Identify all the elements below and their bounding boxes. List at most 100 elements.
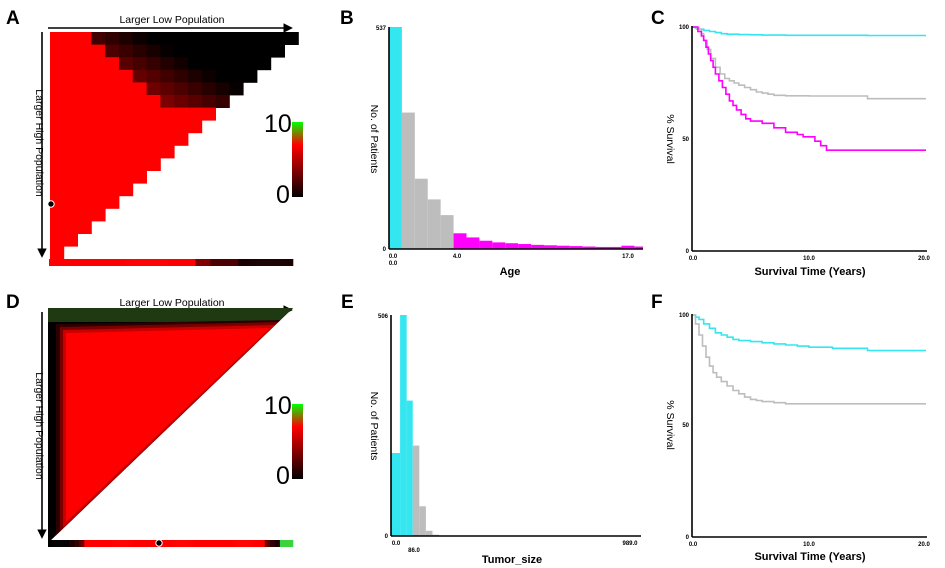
panel-a-cell bbox=[201, 57, 216, 71]
panel-a-strip-cell bbox=[177, 259, 179, 266]
panel-a-strip-cell bbox=[292, 259, 294, 266]
panel-d-strip-cell bbox=[277, 540, 280, 547]
panel-d-strip-cell bbox=[137, 540, 140, 547]
panel-d-strip-cell bbox=[82, 540, 84, 547]
panel-a-strip-cell bbox=[240, 259, 242, 266]
panel-a-strip-cell bbox=[258, 259, 260, 266]
panel-a-cell bbox=[63, 158, 78, 171]
panel-a-cell bbox=[77, 208, 92, 222]
panel-a-cell bbox=[132, 158, 147, 171]
panel-a-strip-cell bbox=[255, 259, 257, 266]
panel-d-strip-cell bbox=[256, 540, 259, 547]
panel-d-strip-cell bbox=[225, 540, 227, 547]
panel-a-strip-cell bbox=[69, 259, 72, 266]
panel-a-strip-cell bbox=[157, 259, 159, 266]
panel-e-bars bbox=[391, 315, 440, 536]
panel-d-ylabel: Larger High Population bbox=[33, 372, 45, 480]
panel-a-cell bbox=[105, 44, 120, 58]
panel-b-ytick-max: 537 bbox=[376, 26, 387, 32]
panel-a-cell bbox=[146, 69, 161, 83]
panel-d-strip-cell bbox=[242, 540, 244, 547]
panel-a-strip-cell bbox=[82, 259, 85, 266]
panel-a-strip-cell bbox=[68, 259, 71, 266]
panel-d-strip-cell bbox=[131, 540, 133, 547]
panel-d-strip-cell bbox=[257, 540, 260, 547]
panel-d-strip-cell bbox=[112, 540, 114, 547]
panel-d-strip-cell bbox=[181, 540, 183, 547]
panel-a-cell bbox=[63, 145, 78, 159]
panel-a-strip-cell bbox=[55, 259, 58, 266]
panel-a-cell bbox=[188, 95, 203, 108]
panel-a-cell bbox=[77, 69, 92, 83]
panel-d-strip-cell bbox=[127, 540, 129, 547]
panel-a-strip-cell bbox=[268, 259, 270, 266]
panel-d-strip-cell bbox=[146, 540, 149, 547]
panel-a-strip-cell bbox=[285, 259, 287, 266]
panel-f-xlabel: Survival Time (Years) bbox=[754, 551, 865, 563]
panel-d-strip-cell bbox=[76, 540, 78, 547]
panel-d-strip-cell bbox=[50, 540, 52, 547]
panel-a-strip-cell bbox=[263, 259, 265, 266]
panel-d-strip-cell bbox=[253, 540, 255, 547]
panel-d-strip-cell bbox=[67, 540, 69, 547]
panel-b-xtick-1: 0.0 bbox=[389, 261, 398, 267]
panel-a-cell bbox=[50, 208, 65, 222]
panel-d-strip-cell bbox=[220, 540, 222, 547]
panel-a-cell bbox=[229, 44, 244, 58]
panel-d-strip-cell bbox=[49, 540, 51, 547]
panel-d-strip-cell bbox=[89, 540, 91, 547]
panel-d-strip-cell bbox=[248, 540, 250, 547]
panel-a-cell bbox=[201, 107, 216, 121]
panel-b-bar bbox=[427, 199, 441, 249]
panel-a-strip-cell bbox=[168, 259, 170, 266]
panel-d-strip-cell bbox=[281, 540, 284, 547]
panel-a-strip-cell bbox=[148, 259, 150, 266]
panel-d-strip-cell bbox=[204, 540, 206, 547]
panel-a-strip-cell bbox=[253, 259, 255, 266]
panel-d-strip-cell bbox=[167, 540, 170, 547]
panel-a-cell bbox=[243, 69, 258, 83]
panel-d-strip-cell bbox=[284, 540, 287, 547]
panel-d-strip-cell bbox=[211, 540, 213, 547]
panel-b-bar bbox=[518, 244, 532, 249]
panel-d-strip-cell bbox=[101, 540, 103, 547]
panel-a-cell bbox=[119, 95, 134, 108]
panel-d-strip-cell bbox=[216, 540, 218, 547]
panel-a-strip-cell bbox=[109, 259, 112, 266]
panel-d-strip-cell bbox=[184, 540, 186, 547]
panel-a-strip-cell bbox=[210, 259, 212, 266]
panel-a-strip-cell bbox=[58, 259, 61, 266]
panel-a-strip-cell bbox=[92, 259, 95, 266]
panel-a-strip-cell bbox=[83, 259, 86, 266]
panel-a-strip-cell bbox=[77, 259, 80, 266]
panel-a-strip-cell bbox=[130, 259, 132, 266]
panel-a-strip-cell bbox=[146, 259, 148, 266]
panel-d-strip-cell bbox=[57, 540, 59, 547]
panel-d-strip-cell bbox=[169, 540, 172, 547]
panel-a-strip-cell bbox=[289, 259, 291, 266]
panel-d-strip-cell bbox=[188, 540, 190, 547]
panel-d-strip-cell bbox=[178, 540, 180, 547]
panel-a-strip-cell bbox=[192, 259, 194, 266]
panel-a-strip-cell bbox=[256, 259, 258, 266]
panel-d-strip-cell bbox=[68, 540, 70, 547]
panel-d-strip-cell bbox=[176, 540, 178, 547]
panel-a-strip-cell bbox=[123, 259, 125, 266]
panel-a-strip-cell bbox=[147, 259, 149, 266]
panel-a-strip-cell bbox=[87, 259, 90, 266]
panel-a-cell bbox=[91, 95, 106, 108]
panel-d-strip-cell bbox=[186, 540, 188, 547]
panel-d-strip-cell bbox=[180, 540, 182, 547]
panel-a-strip-cell bbox=[213, 259, 215, 266]
panel-d-strip-cell bbox=[62, 540, 64, 547]
panel-d-strip-cell bbox=[273, 540, 276, 547]
panel-a-cell bbox=[119, 82, 134, 96]
panel-a-strip-cell bbox=[162, 259, 164, 266]
panel-a-cell bbox=[188, 120, 203, 134]
panel-a-cell bbox=[188, 32, 203, 45]
panel-a-cell bbox=[243, 32, 258, 45]
panel-a-strip-cell bbox=[121, 259, 123, 266]
panel-c-ylabel: % Survival bbox=[664, 114, 676, 164]
panel-d-strip-cell bbox=[290, 540, 293, 547]
panel-d-strip-cell bbox=[58, 540, 60, 547]
